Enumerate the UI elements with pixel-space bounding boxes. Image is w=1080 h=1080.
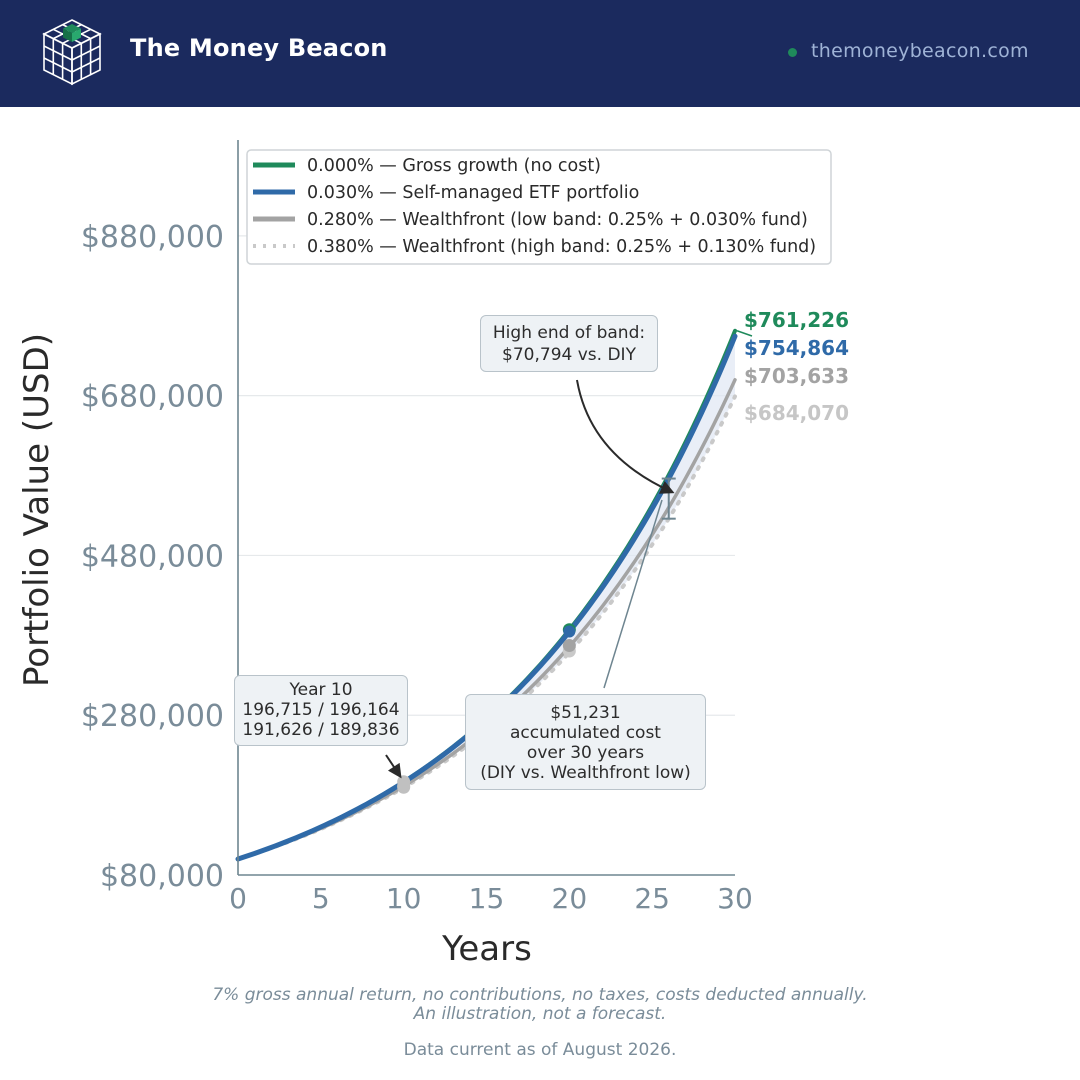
- callout-accumulated-line3: over 30 years: [526, 743, 645, 763]
- legend-box: [246, 149, 832, 265]
- year10-arrow: [385, 754, 402, 779]
- high-band-arrow: [576, 379, 675, 494]
- callout-high-band-line1: High end of band:: [492, 323, 646, 343]
- data-marker: [562, 639, 576, 653]
- callout-high-band-line2: $70,794 vs. DIY: [502, 345, 636, 365]
- portfolio-chart: $80,000 $280,000 $480,000 $680,000 $880,000 0…: [17, 140, 849, 969]
- legend-label: 0.030% — Self-managed ETF portfolio: [307, 183, 639, 203]
- x-tick-label: 25: [634, 882, 670, 915]
- y-tick-label: $680,000: [81, 380, 224, 415]
- data-markers: [397, 623, 576, 794]
- y-tick-label: $80,000: [100, 859, 224, 894]
- axes: $80,000 $280,000 $480,000 $680,000 $880,000 0…: [17, 140, 753, 969]
- brand-name: The Money Beacon: [130, 34, 388, 62]
- cube-logo-icon: [42, 19, 102, 86]
- legend-label: 0.000% — Gross growth (no cost): [307, 156, 601, 176]
- y-tick-label: $480,000: [81, 539, 224, 574]
- legend-label: 0.280% — Wealthfront (low band: 0.25% + …: [307, 210, 808, 230]
- x-tick-label: 0: [229, 882, 247, 915]
- legend-label: 0.380% — Wealthfront (high band: 0.25% +…: [307, 237, 816, 257]
- x-tick-label: 15: [469, 882, 505, 915]
- callout-year10: Year 10 196,715 / 196,164 191,626 / 189,…: [234, 675, 408, 746]
- end-value-label: $761,226: [744, 308, 849, 332]
- x-tick-label: 20: [552, 882, 588, 915]
- data-marker: [563, 625, 576, 638]
- end-value-label: $703,633: [744, 364, 849, 388]
- footnote-disclaimer: An illustration, not a forecast.: [413, 1004, 667, 1024]
- end-label-leader: [736, 330, 753, 337]
- callout-year10-line3: 191,626 / 189,836: [242, 720, 400, 740]
- site-url[interactable]: themoneybeacon.com: [811, 40, 1029, 62]
- callout-accumulated-line4: (DIY vs. Wealthfront low): [480, 763, 691, 783]
- grid-lines: [238, 235, 735, 716]
- end-value-label: $754,864: [744, 336, 849, 360]
- callout-year10-line1: Year 10: [289, 680, 353, 700]
- annotation-arrows: [385, 379, 676, 779]
- end-value-label: $684,070: [744, 401, 849, 425]
- callout-accumulated-line2: accumulated cost: [510, 723, 661, 743]
- data-marker: [397, 776, 410, 789]
- legend: 0.000% — Gross growth (no cost) 0.030% — …: [246, 149, 832, 265]
- callout-year10-line2: 196,715 / 196,164: [242, 700, 400, 720]
- footnote-date: Data current as of August 2026.: [403, 1040, 677, 1060]
- accumulated-leader-line: [603, 499, 663, 689]
- x-tick-label: 5: [312, 882, 330, 915]
- end-labels: $761,226 $754,864 $703,633 $684,070: [736, 308, 849, 425]
- x-axis-title: Years: [441, 929, 532, 969]
- x-tick-label: 30: [717, 882, 753, 915]
- y-tick-label: $880,000: [81, 220, 224, 255]
- header-bar: The Money Beacon themoneybeacon.com: [0, 0, 1080, 107]
- y-axis-title: Portfolio Value (USD): [17, 333, 57, 687]
- y-tick-label: $280,000: [81, 699, 224, 734]
- status-dot-icon: [788, 48, 797, 57]
- callout-accumulated-line1: $51,231: [550, 703, 621, 723]
- x-tick-label: 10: [386, 882, 422, 915]
- callout-high-band: High end of band: $70,794 vs. DIY: [480, 315, 658, 372]
- footnote-assumptions: 7% gross annual return, no contributions…: [212, 985, 868, 1005]
- callout-accumulated: $51,231 accumulated cost over 30 years (…: [465, 694, 706, 790]
